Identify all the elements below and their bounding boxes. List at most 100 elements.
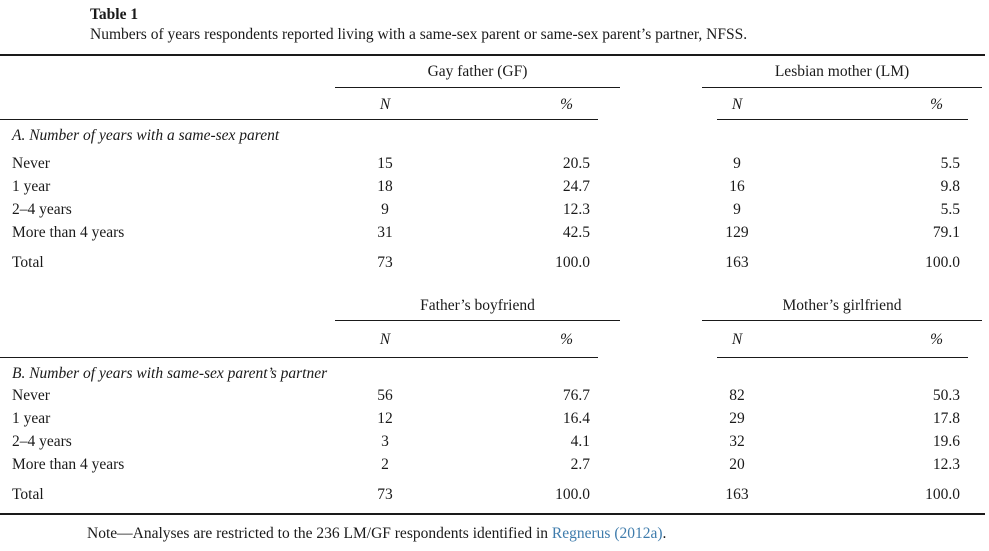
col-gap [598, 95, 702, 115]
col-header-n-lm: N [731, 96, 743, 113]
cell-lm-n: 20 [729, 456, 745, 473]
col-group-fathers-boyfriend: Father’s boyfriend [420, 297, 535, 314]
cell-gf-pct: 76.7 [562, 387, 590, 404]
row-label: 1 year [12, 410, 51, 427]
col-header-n-gf: N [379, 96, 391, 113]
row-label: Never [12, 155, 50, 172]
col-header-n-lm: N [731, 331, 743, 348]
col-group-lesbian-mother: Lesbian mother (LM) [774, 63, 910, 80]
col-gap [598, 386, 702, 406]
row-label: 1 year [12, 178, 51, 195]
table-row: Never 15 20.5 9 5.5 [8, 154, 985, 174]
cell-lm-pct: 100.0 [925, 254, 960, 271]
col-gap [598, 485, 702, 505]
table-row: More than 4 years 2 2.7 20 12.3 [8, 455, 985, 475]
note-period: . [662, 525, 667, 542]
cell-gf-pct: 12.3 [562, 201, 590, 218]
cell-lm-n: 29 [729, 410, 745, 427]
row-label: Total [12, 486, 44, 503]
rule-header2-left [0, 357, 598, 358]
table-row: 1 year 18 24.7 16 9.8 [8, 177, 985, 197]
subheader-stub [8, 95, 335, 115]
table-row: 1 year 12 16.4 29 17.8 [8, 409, 985, 429]
citation-link-regnerus-2012a[interactable]: Regnerus (2012a) [551, 525, 663, 542]
cell-gf-n: 15 [377, 155, 393, 172]
cell-gf-n: 18 [377, 178, 393, 195]
col-header-pct-lm: % [930, 96, 943, 113]
rule-group1-lm [702, 87, 982, 88]
col-gap [598, 455, 702, 475]
cell-gf-n: 9 [381, 201, 389, 218]
rule-top [0, 54, 985, 56]
col-gap [598, 177, 702, 197]
cell-lm-pct: 5.5 [940, 155, 960, 172]
rule-header1-right [717, 119, 968, 120]
total-row-b: Total 73 100.0 163 100.0 [8, 485, 985, 505]
col-gap [598, 223, 702, 243]
col-header-pct-gf: % [560, 96, 573, 113]
col-header-n-gf: N [379, 331, 391, 348]
col-group-gay-father: Gay father (GF) [427, 63, 528, 80]
cell-lm-n: 9 [733, 201, 741, 218]
rule-bottom [0, 513, 985, 515]
cell-gf-pct: 24.7 [562, 178, 590, 195]
cell-lm-pct: 17.8 [932, 410, 960, 427]
cell-lm-n: 16 [729, 178, 745, 195]
cell-gf-pct: 16.4 [562, 410, 590, 427]
cell-gf-pct: 4.1 [570, 433, 590, 450]
col-gap [598, 330, 702, 350]
cell-lm-pct: 100.0 [925, 486, 960, 503]
rule-group1-gf [335, 87, 620, 88]
cell-lm-pct: 19.6 [932, 433, 960, 450]
col-gap [598, 432, 702, 452]
subheader-stub [8, 330, 335, 350]
col-group-mothers-girlfriend: Mother’s girlfriend [782, 297, 902, 314]
cell-gf-pct: 100.0 [555, 254, 590, 271]
cell-gf-pct: 20.5 [562, 155, 590, 172]
table-row: More than 4 years 31 42.5 129 79.1 [8, 223, 985, 243]
table-row: 2–4 years 3 4.1 32 19.6 [8, 432, 985, 452]
row-label: More than 4 years [12, 224, 125, 241]
table-title: Table 1 [90, 6, 139, 23]
cell-lm-n: 129 [725, 224, 749, 241]
rule-group2-gf [335, 320, 620, 321]
col-gap [598, 253, 702, 273]
subheader-row-1: N % N % [8, 95, 985, 115]
cell-lm-pct: 50.3 [932, 387, 960, 404]
cell-gf-n: 12 [377, 410, 393, 427]
cell-lm-n: 32 [729, 433, 745, 450]
table-row: 2–4 years 9 12.3 9 5.5 [8, 200, 985, 220]
note-text: Note—Analyses are restricted to the 236 … [87, 525, 552, 542]
table-caption: Numbers of years respondents reported li… [90, 26, 748, 43]
cell-lm-n: 163 [725, 254, 749, 271]
row-label: Never [12, 387, 50, 404]
col-gap [598, 200, 702, 220]
cell-gf-n: 73 [377, 254, 393, 271]
row-label: More than 4 years [12, 456, 125, 473]
row-label: Total [12, 254, 44, 271]
total-row-a: Total 73 100.0 163 100.0 [8, 253, 985, 273]
col-gap [598, 409, 702, 429]
row-label: 2–4 years [12, 201, 72, 218]
cell-gf-n: 31 [377, 224, 393, 241]
col-header-pct-lm: % [930, 331, 943, 348]
rule-header2-right [717, 357, 968, 358]
cell-lm-n: 163 [725, 486, 749, 503]
cell-gf-pct: 2.7 [570, 456, 590, 473]
rule-group2-lm [702, 320, 982, 321]
row-label: 2–4 years [12, 433, 72, 450]
cell-gf-n: 2 [381, 456, 389, 473]
cell-gf-pct: 42.5 [562, 224, 590, 241]
subheader-row-2: N % N % [8, 330, 985, 350]
cell-gf-n: 73 [377, 486, 393, 503]
col-header-pct-gf: % [560, 331, 573, 348]
cell-gf-pct: 100.0 [555, 486, 590, 503]
cell-lm-pct: 5.5 [940, 201, 960, 218]
cell-lm-pct: 12.3 [932, 456, 960, 473]
cell-lm-n: 9 [733, 155, 741, 172]
table-note: Note—Analyses are restricted to the 236 … [87, 524, 666, 544]
cell-gf-n: 3 [381, 433, 389, 450]
table-row: Never 56 76.7 82 50.3 [8, 386, 985, 406]
rule-header1-left [0, 119, 598, 120]
